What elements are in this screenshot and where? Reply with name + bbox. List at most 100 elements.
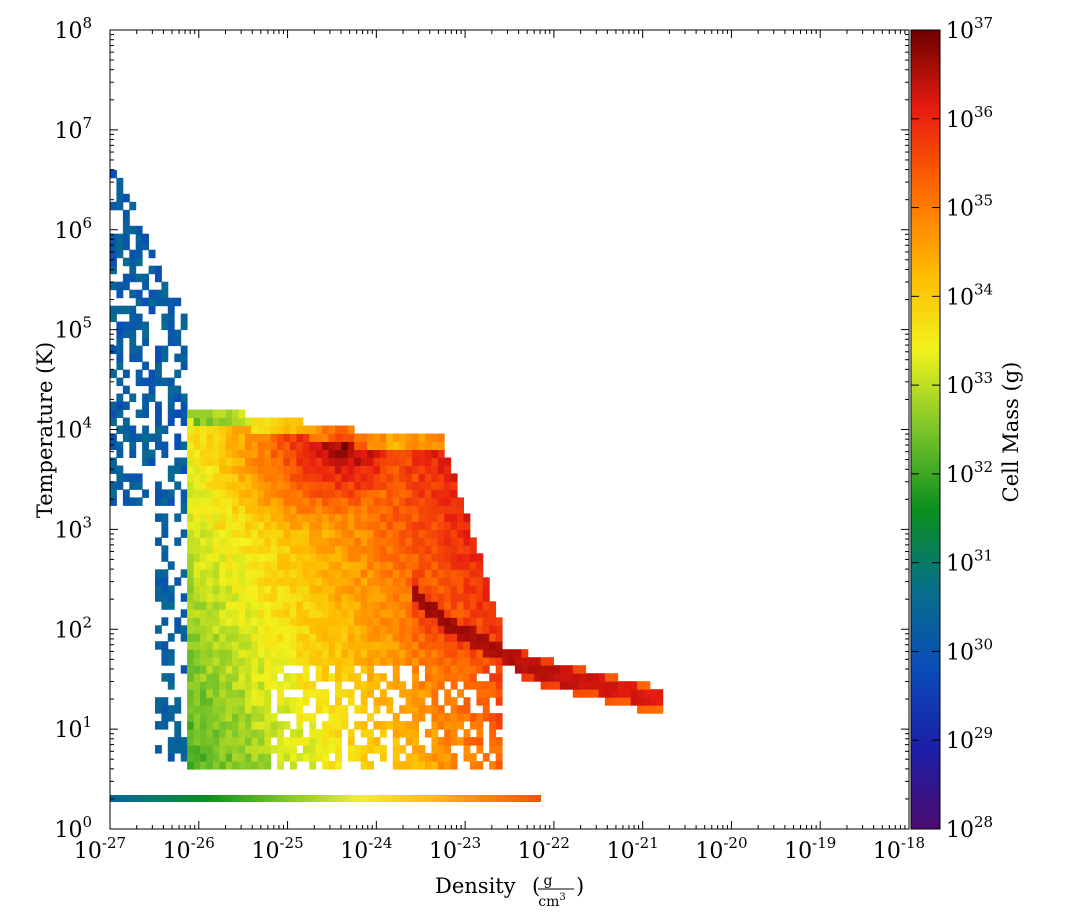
heatmap-cell (412, 617, 419, 626)
heatmap-cell (212, 713, 220, 722)
heatmap-cell (392, 521, 400, 530)
heatmap-cell (219, 609, 227, 618)
heatmap-cell (174, 577, 182, 586)
heatmap-cell (380, 585, 387, 594)
heatmap-cell (482, 577, 490, 586)
heatmap-cell (174, 625, 182, 634)
heatmap-cell (167, 313, 175, 323)
heatmap-cell (649, 689, 657, 698)
heatmap-cell (225, 761, 233, 770)
heatmap-cell (174, 705, 182, 714)
heatmap-cell (302, 689, 310, 698)
heatmap-cell (187, 425, 194, 434)
heatmap-cell (206, 489, 214, 498)
heatmap-cell (155, 369, 162, 379)
heatmap-cell (335, 705, 342, 714)
heatmap-cell (264, 649, 272, 658)
heatmap-cell (412, 625, 419, 634)
heatmap-cell (527, 657, 535, 666)
heatmap-cell (122, 369, 130, 379)
heatmap-cell (257, 729, 265, 738)
heatmap-cell (238, 737, 246, 746)
heatmap-cell (309, 585, 317, 594)
heatmap-cell (232, 665, 239, 674)
heatmap-cell (399, 449, 407, 458)
tick-label: 10-23 (429, 834, 481, 864)
heatmap-cell (264, 681, 272, 690)
heatmap-cell (200, 665, 207, 674)
heatmap-cell (476, 625, 484, 634)
heatmap-cell (450, 489, 458, 498)
floor-row-cell (380, 795, 387, 802)
heatmap-cell (392, 625, 400, 634)
heatmap-cell (290, 441, 297, 450)
heatmap-cell (418, 697, 426, 706)
heatmap-cell (193, 745, 201, 754)
heatmap-cell (200, 705, 207, 714)
heatmap-cell (174, 393, 182, 402)
heatmap-cell (347, 529, 355, 538)
heatmap-cell (489, 681, 497, 690)
heatmap-cell (167, 633, 175, 642)
heatmap-cell (412, 465, 419, 474)
floor-row-cell (431, 795, 439, 802)
heatmap-cell (392, 433, 400, 442)
heatmap-cell (116, 305, 124, 315)
heatmap-cell (212, 529, 220, 538)
heatmap-cell (161, 513, 169, 522)
heatmap-cell (399, 649, 407, 658)
heatmap-cell (437, 569, 445, 578)
heatmap-cell (257, 545, 265, 554)
heatmap-cell (315, 633, 323, 642)
heatmap-cell (380, 729, 387, 738)
heatmap-cell (437, 529, 445, 538)
heatmap-cell (225, 665, 233, 674)
heatmap-cell (341, 649, 349, 658)
heatmap-cell (187, 681, 194, 690)
heatmap-cell (257, 609, 265, 618)
heatmap-cell (277, 657, 284, 666)
heatmap-cell (431, 481, 439, 490)
heatmap-cell (431, 641, 439, 650)
heatmap-cell (412, 601, 419, 610)
heatmap-cell (116, 481, 124, 490)
heatmap-cell (251, 721, 259, 730)
heatmap-cell (354, 433, 362, 442)
heatmap-cell (155, 585, 162, 594)
heatmap-cell (405, 633, 413, 642)
heatmap-cell (335, 657, 342, 666)
heatmap-cell (360, 449, 368, 458)
heatmap-cell (437, 641, 445, 650)
heatmap-cell (251, 737, 259, 746)
heatmap-cell (200, 545, 207, 554)
heatmap-cell (367, 617, 374, 626)
heatmap-cell (225, 417, 233, 426)
heatmap-cell (367, 481, 374, 490)
heatmap-cell (277, 729, 284, 738)
heatmap-cell (296, 673, 304, 682)
heatmap-cell (360, 665, 368, 674)
heatmap-cell (245, 497, 252, 506)
heatmap-cell (245, 649, 252, 658)
heatmap-cell (315, 425, 323, 434)
heatmap-cell (206, 417, 214, 426)
heatmap-cell (347, 545, 355, 554)
heatmap-cell (219, 697, 227, 706)
floor-row-cell (521, 795, 529, 802)
heatmap-cell (354, 521, 362, 530)
heatmap-cell (322, 577, 329, 586)
heatmap-cell (482, 641, 490, 650)
heatmap-cell (245, 601, 252, 610)
heatmap-cell (392, 633, 400, 642)
heatmap-cell (418, 465, 426, 474)
heatmap-cell (405, 729, 413, 738)
heatmap-cell (238, 665, 246, 674)
heatmap-cell (482, 585, 490, 594)
heatmap-cell (129, 305, 137, 315)
heatmap-cell (457, 569, 464, 578)
heatmap-cell (431, 617, 439, 626)
heatmap-cell (187, 753, 194, 762)
heatmap-cell (585, 681, 593, 690)
floor-row-cell (502, 795, 509, 802)
heatmap-cell (322, 537, 329, 546)
